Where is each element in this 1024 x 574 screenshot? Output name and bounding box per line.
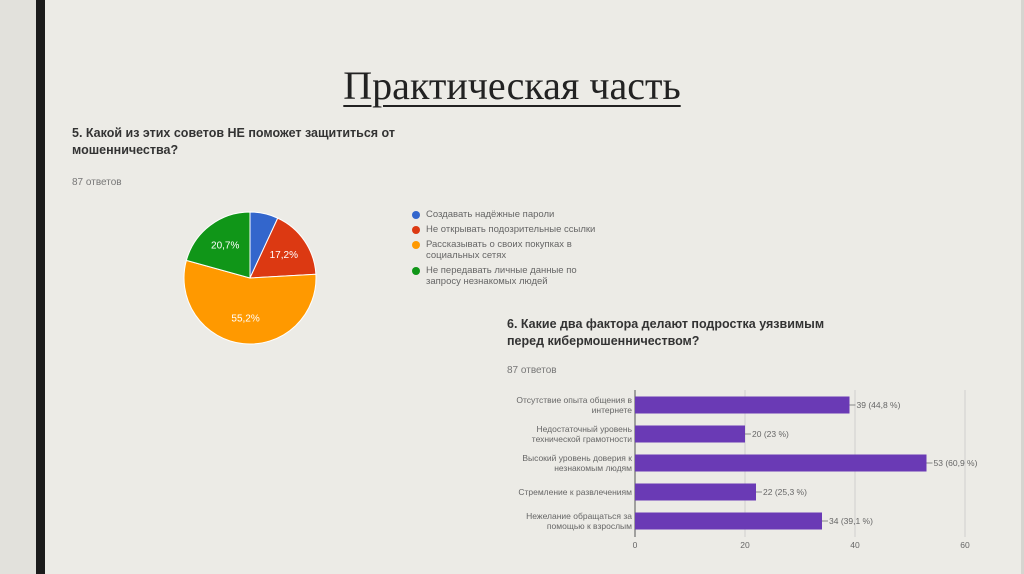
slide-title: Практическая часть	[343, 63, 681, 108]
pie-slice-label: 55,2%	[231, 314, 259, 325]
pie-slice	[249, 217, 317, 279]
x-tick-label: 20	[740, 540, 750, 550]
category-label: Высокий уровень доверия к	[522, 453, 632, 463]
category-label: интернете	[592, 405, 633, 415]
value-label: 20 (23 %)	[752, 429, 789, 439]
value-label: 34 (39,1 %)	[829, 516, 873, 526]
right-edge	[1021, 0, 1024, 574]
category-label: незнакомым людям	[554, 463, 632, 473]
category-label: Недостаточный уровень	[536, 424, 632, 434]
pie-legend: Создавать надёжные пароли Не открывать по…	[412, 209, 612, 291]
legend-swatch	[412, 267, 420, 275]
x-tick-label: 40	[850, 540, 860, 550]
x-tick-label: 0	[633, 540, 638, 550]
x-tick-label: 60	[960, 540, 970, 550]
category-label: помощью к взрослым	[547, 521, 632, 531]
legend-swatch	[412, 211, 420, 219]
left-decor-bar	[0, 0, 36, 574]
legend-swatch	[412, 241, 420, 249]
bar	[635, 396, 850, 414]
pie-chart: 17,2% 55,2% 20,7%	[183, 211, 317, 345]
value-label: 39 (44,8 %)	[857, 400, 901, 410]
legend-item: Не открывать подозрительные ссылки	[412, 224, 612, 235]
bar	[635, 512, 822, 530]
legend-label: Не открывать подозрительные ссылки	[426, 224, 596, 235]
bar	[635, 483, 756, 501]
legend-label: Рассказывать о своих покупках в социальн…	[426, 239, 572, 261]
bar	[635, 454, 927, 472]
legend-item: Не передавать личные данные по запросу н…	[412, 265, 612, 287]
legend-label: Не передавать личные данные по запросу н…	[426, 265, 577, 287]
pie-slice	[183, 259, 317, 345]
value-label: 53 (60,9 %)	[934, 458, 978, 468]
bar	[635, 425, 745, 443]
pie-question-title: 5. Какой из этих советов НЕ поможет защи…	[72, 126, 395, 157]
pie-slice-label: 17,2%	[270, 250, 298, 261]
legend-item: Создавать надёжные пароли	[412, 209, 612, 220]
category-label: технической грамотности	[532, 434, 632, 444]
pie-slice	[185, 211, 251, 279]
bar-response-count: 87 ответов	[507, 365, 557, 376]
left-accent-stripe	[36, 0, 45, 574]
value-label: 22 (25,3 %)	[763, 487, 807, 497]
bar-chart: 0 20 40 60 Отсутствие опыта общения винтерне…	[516, 390, 978, 550]
category-label: Отсутствие опыта общения в	[516, 395, 632, 405]
legend-item: Рассказывать о своих покупках в социальн…	[412, 239, 612, 261]
legend-label: Создавать надёжные пароли	[426, 209, 555, 220]
pie-slice-label: 20,7%	[211, 240, 239, 251]
category-label: Нежелание обращаться за	[526, 511, 632, 521]
legend-swatch	[412, 226, 420, 234]
pie-response-count: 87 ответов	[72, 177, 122, 188]
bar-question-title: 6. Какие два фактора делают подростка уя…	[507, 317, 825, 348]
category-label: Стремление к развлечениям	[518, 487, 632, 497]
